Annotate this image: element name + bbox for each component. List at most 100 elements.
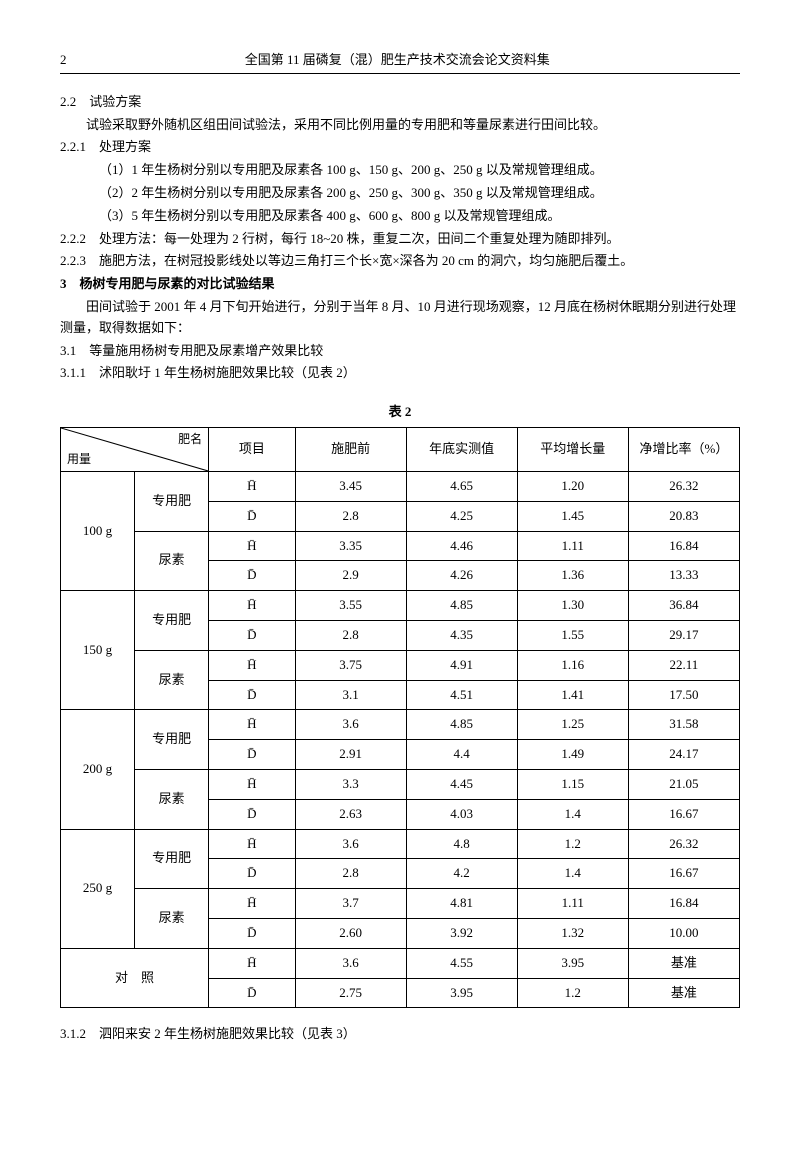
value-cell: 4.91 <box>406 650 517 680</box>
value-cell: 16.67 <box>628 799 739 829</box>
section-2-2: 2.2 试验方案 <box>60 92 740 113</box>
item-cell: D̄ <box>209 918 295 948</box>
control-cell: 对 照 <box>61 948 209 1008</box>
value-cell: 1.11 <box>517 889 628 919</box>
value-cell: 4.4 <box>406 740 517 770</box>
value-cell: 4.65 <box>406 471 517 501</box>
amount-cell: 250 g <box>61 829 135 948</box>
fert-cell: 尿素 <box>135 769 209 829</box>
value-cell: 1.25 <box>517 710 628 740</box>
amount-cell: 100 g <box>61 471 135 590</box>
value-cell: 21.05 <box>628 769 739 799</box>
value-cell: 1.11 <box>517 531 628 561</box>
value-cell: 4.85 <box>406 591 517 621</box>
item-cell: D̄ <box>209 799 295 829</box>
value-cell: 1.4 <box>517 859 628 889</box>
value-cell: 4.51 <box>406 680 517 710</box>
diagonal-header-cell: 肥名 用量 <box>61 427 209 471</box>
value-cell: 1.15 <box>517 769 628 799</box>
section-3-1: 3.1 等量施用杨树专用肥及尿素增产效果比较 <box>60 341 740 362</box>
value-cell: 3.92 <box>406 918 517 948</box>
value-cell: 基准 <box>628 978 739 1008</box>
fert-cell: 尿素 <box>135 889 209 949</box>
value-cell: 1.16 <box>517 650 628 680</box>
value-cell: 4.26 <box>406 561 517 591</box>
value-cell: 4.03 <box>406 799 517 829</box>
value-cell: 26.32 <box>628 471 739 501</box>
section-3-1-2: 3.1.2 泗阳来安 2 年生杨树施肥效果比较（见表 3） <box>60 1024 740 1045</box>
value-cell: 2.9 <box>295 561 406 591</box>
value-cell: 2.60 <box>295 918 406 948</box>
header-title: 全国第 11 届磷复（混）肥生产技术交流会论文资料集 <box>67 50 729 71</box>
fert-cell: 专用肥 <box>135 471 209 531</box>
header-growth: 平均增长量 <box>517 427 628 471</box>
item-cell: D̄ <box>209 501 295 531</box>
item-cell: H̄ <box>209 889 295 919</box>
section-2-2-2: 2.2.2 处理方法：每一处理为 2 行树，每行 18~20 株，重复二次，田间… <box>60 229 740 250</box>
value-cell: 3.3 <box>295 769 406 799</box>
diag-label-bottom: 用量 <box>67 450 91 469</box>
item-cell: D̄ <box>209 620 295 650</box>
header-before: 施肥前 <box>295 427 406 471</box>
section-2-2-3: 2.2.3 施肥方法，在树冠投影线处以等边三角打三个长×宽×深各为 20 cm … <box>60 251 740 272</box>
value-cell: 2.8 <box>295 501 406 531</box>
value-cell: 4.2 <box>406 859 517 889</box>
value-cell: 26.32 <box>628 829 739 859</box>
value-cell: 1.2 <box>517 829 628 859</box>
value-cell: 1.45 <box>517 501 628 531</box>
table-row: 250 g 专用肥 H̄ 3.6 4.8 1.2 26.32 <box>61 829 740 859</box>
table-header-row: 肥名 用量 项目 施肥前 年底实测值 平均增长量 净增比率（%） <box>61 427 740 471</box>
table-2-caption: 表 2 <box>60 402 740 423</box>
table-row: 对 照 H̄ 3.6 4.55 3.95 基准 <box>61 948 740 978</box>
value-cell: 2.8 <box>295 859 406 889</box>
table-row: 尿素 H̄ 3.7 4.81 1.11 16.84 <box>61 889 740 919</box>
section-2-2-text: 试验采取野外随机区组田间试验法，采用不同比例用量的专用肥和等量尿素进行田间比较。 <box>60 115 740 136</box>
value-cell: 3.1 <box>295 680 406 710</box>
value-cell: 1.55 <box>517 620 628 650</box>
item-cell: H̄ <box>209 591 295 621</box>
item-cell: D̄ <box>209 859 295 889</box>
value-cell: 4.35 <box>406 620 517 650</box>
value-cell: 4.81 <box>406 889 517 919</box>
value-cell: 3.45 <box>295 471 406 501</box>
header-rate: 净增比率（%） <box>628 427 739 471</box>
value-cell: 2.8 <box>295 620 406 650</box>
value-cell: 3.95 <box>406 978 517 1008</box>
item-cell: H̄ <box>209 531 295 561</box>
fert-cell: 专用肥 <box>135 710 209 770</box>
table-row: 150 g 专用肥 H̄ 3.55 4.85 1.30 36.84 <box>61 591 740 621</box>
value-cell: 16.84 <box>628 531 739 561</box>
value-cell: 1.41 <box>517 680 628 710</box>
value-cell: 22.11 <box>628 650 739 680</box>
value-cell: 1.36 <box>517 561 628 591</box>
table-2: 肥名 用量 项目 施肥前 年底实测值 平均增长量 净增比率（%） 100 g 专… <box>60 427 740 1008</box>
fert-cell: 尿素 <box>135 650 209 710</box>
value-cell: 3.6 <box>295 829 406 859</box>
value-cell: 3.6 <box>295 948 406 978</box>
value-cell: 36.84 <box>628 591 739 621</box>
value-cell: 2.91 <box>295 740 406 770</box>
value-cell: 4.8 <box>406 829 517 859</box>
value-cell: 基准 <box>628 948 739 978</box>
value-cell: 1.30 <box>517 591 628 621</box>
value-cell: 4.46 <box>406 531 517 561</box>
header-item: 项目 <box>209 427 295 471</box>
value-cell: 31.58 <box>628 710 739 740</box>
value-cell: 10.00 <box>628 918 739 948</box>
section-3-text: 田间试验于 2001 年 4 月下旬开始进行，分别于当年 8 月、10 月进行现… <box>60 297 740 339</box>
value-cell: 4.55 <box>406 948 517 978</box>
header-measured: 年底实测值 <box>406 427 517 471</box>
item-cell: D̄ <box>209 740 295 770</box>
value-cell: 1.49 <box>517 740 628 770</box>
value-cell: 16.84 <box>628 889 739 919</box>
item-cell: H̄ <box>209 948 295 978</box>
value-cell: 4.25 <box>406 501 517 531</box>
table-row: 100 g 专用肥 H̄ 3.45 4.65 1.20 26.32 <box>61 471 740 501</box>
item-cell: D̄ <box>209 978 295 1008</box>
item-cell: H̄ <box>209 769 295 799</box>
amount-cell: 150 g <box>61 591 135 710</box>
value-cell: 20.83 <box>628 501 739 531</box>
value-cell: 2.75 <box>295 978 406 1008</box>
item-cell: D̄ <box>209 561 295 591</box>
section-2-2-1-item-3: （3）5 年生杨树分别以专用肥及尿素各 400 g、600 g、800 g 以及… <box>60 206 740 227</box>
